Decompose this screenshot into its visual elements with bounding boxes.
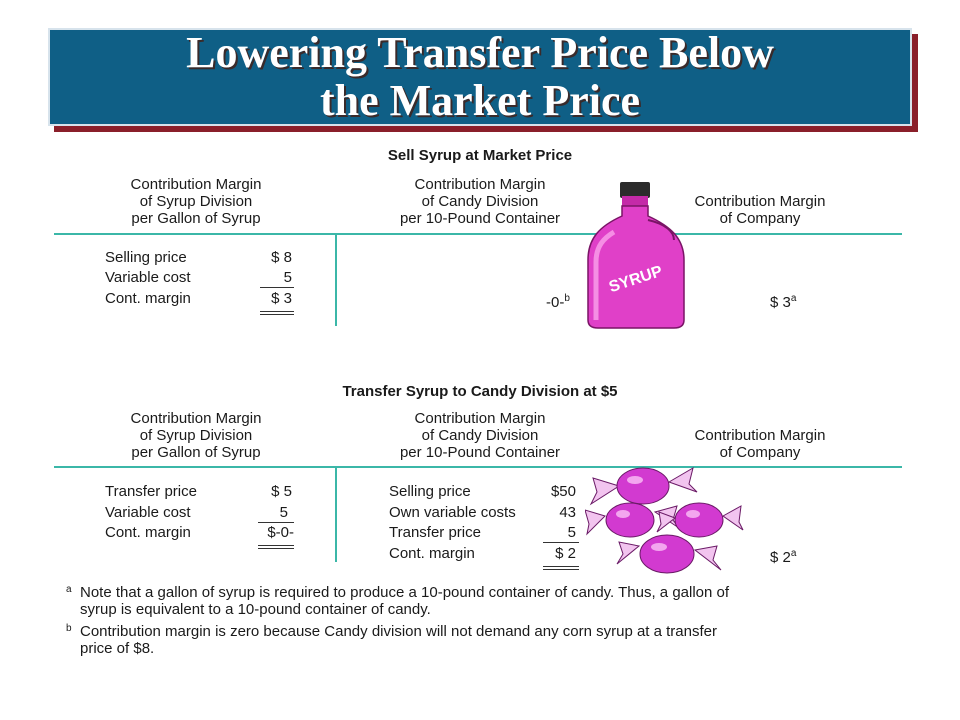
slide-title: Lowering Transfer Price Below the Market… <box>48 28 912 126</box>
s2-syrup-underline <box>258 522 294 523</box>
s2-syrup-double-underline-a <box>258 545 294 546</box>
s2-candy-row1-value: $50 <box>550 483 576 500</box>
s2-candy-row4-value: $ 2 <box>555 545 576 562</box>
s2-candy-underline <box>543 542 579 543</box>
s1-underline <box>260 287 294 288</box>
title-line-1: Lowering Transfer Price Below <box>186 28 774 77</box>
section2-rule <box>54 466 902 468</box>
section1-col3-head: Contribution Margin of Company <box>694 193 826 227</box>
s2-syrup-row1-value: $ 5 <box>271 483 292 500</box>
s2-candy-row1-label: Selling price <box>389 483 471 500</box>
s2-syrup-row3-value: $-0- <box>267 524 294 541</box>
s1-row1-label: Selling price <box>105 249 187 266</box>
s2-company-value: $ 2a <box>770 548 797 566</box>
s1-double-underline-a <box>260 311 294 312</box>
s2-syrup-double-underline-b <box>258 548 294 549</box>
s2-syrup-row3-label: Cont. margin <box>105 524 191 541</box>
s2-syrup-row1-label: Transfer price <box>105 483 197 500</box>
section2-col3-head: Contribution Margin of Company <box>694 427 826 461</box>
s1-row2-label: Variable cost <box>105 269 191 286</box>
footnote-b: b Contribution margin is zero because Ca… <box>66 623 717 657</box>
s1-double-underline-b <box>260 314 294 315</box>
s1-row1-value: $ 8 <box>271 249 292 266</box>
section2-divider <box>335 467 337 562</box>
s2-syrup-row2-label: Variable cost <box>105 504 191 521</box>
section1-col2-head: Contribution Margin of Candy Division per … <box>399 176 561 227</box>
candy-icon <box>585 466 744 574</box>
section2-col2-head: Contribution Margin of Candy Division per … <box>399 410 561 461</box>
section1-col1-head: Contribution Margin of Syrup Division per … <box>130 176 262 227</box>
title-line-2: the Market Price <box>319 76 641 125</box>
s2-candy-row3-label: Transfer price <box>389 524 481 541</box>
s1-company-value: $ 3a <box>770 293 797 311</box>
s1-row2-value: 5 <box>283 269 292 286</box>
section1-rule <box>54 233 902 235</box>
s2-candy-row4-label: Cont. margin <box>389 545 475 562</box>
footnote-a: a Note that a gallon of syrup is require… <box>66 584 730 618</box>
s2-candy-double-underline-b <box>543 569 579 570</box>
s1-candy-value: -0-b <box>546 293 570 311</box>
section2-heading: Transfer Syrup to Candy Division at $5 <box>342 383 618 400</box>
s2-candy-row2-value: 43 <box>559 504 576 521</box>
s2-candy-row2-label: Own variable costs <box>389 504 516 521</box>
section2-col1-head: Contribution Margin of Syrup Division per … <box>130 410 262 461</box>
s2-candy-row3-value: 5 <box>567 524 576 541</box>
s2-candy-double-underline-a <box>543 566 579 567</box>
s2-syrup-row2-value: 5 <box>279 504 288 521</box>
s1-row3-label: Cont. margin <box>105 290 191 307</box>
section1-divider <box>335 234 337 326</box>
section1-heading: Sell Syrup at Market Price <box>387 147 573 164</box>
s1-row3-value: $ 3 <box>271 290 292 307</box>
syrup-bottle-icon: SYRUP <box>587 182 685 329</box>
